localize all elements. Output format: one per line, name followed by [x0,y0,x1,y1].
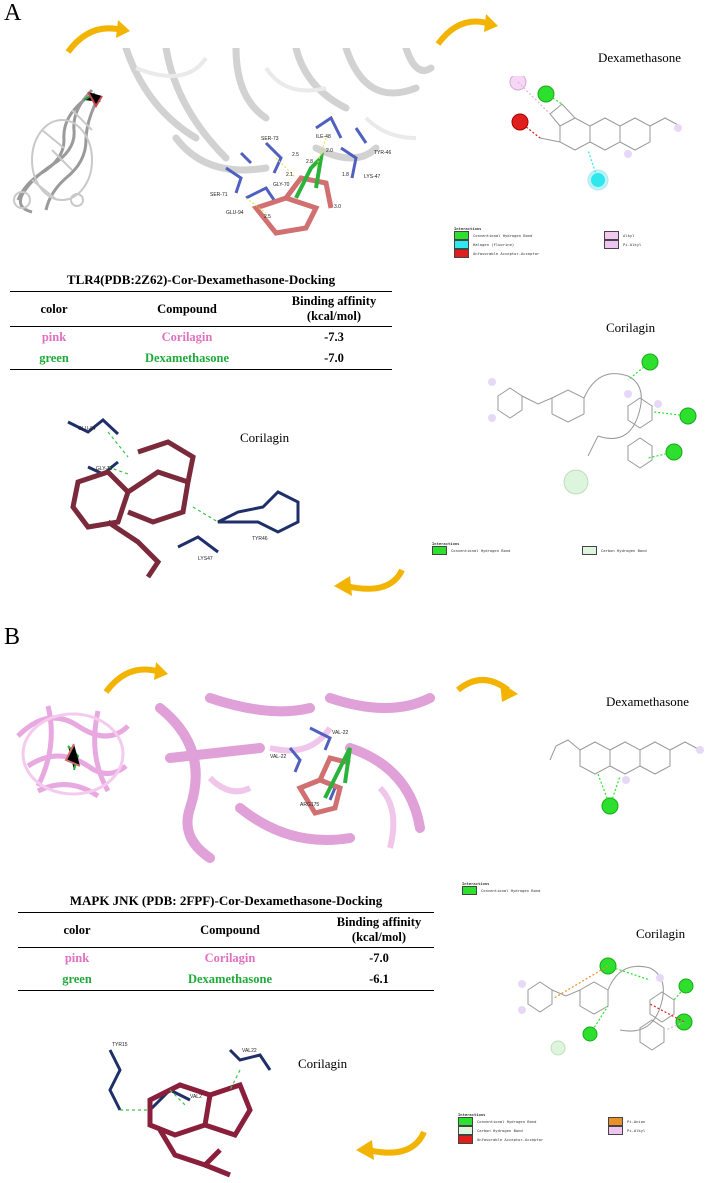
distance-label: 2.5 [292,152,299,158]
legend-head: Interactions [432,541,460,546]
corilagin-3d-structure: TYR15 VAL22 VAL2 [108,1042,272,1178]
corilagin-2d-title: Corilagin [636,926,686,941]
legend-item: Pi-Anion [608,1117,645,1126]
residue-label: VAL-22 [332,730,349,736]
dexamethasone-2d-diagram [549,739,704,815]
legend-item: Pi-Alkyl [604,240,641,249]
protein-structure-jnk [16,705,130,799]
table-header-row: color Compound Binding affinity (kcal/mo… [18,912,434,948]
table-cell: -7.3 [324,330,344,344]
residue-label: TYR46 [252,536,268,542]
legend-item: Unfavorable Acceptor-Acceptor [454,249,604,258]
dexamethasone-2d-title: Dexamethasone [606,694,690,709]
legend-item: Unfavorable Acceptor-Acceptor [458,1135,608,1144]
residue-label: ILE-48 [316,134,331,140]
corilagin-2d-title: Corilagin [606,320,656,335]
legend-item: Carbon Hydrogen Bond [458,1126,608,1135]
column-header: color [10,291,98,327]
table-cell: pink [41,330,67,344]
legend-item: Carbon Hydrogen Bond [582,546,647,555]
residue-label: GLY-70 [96,466,113,472]
table-row: pink Corilagin -7.3 [10,327,392,349]
table-cell: Corilagin [204,951,256,965]
legend-item: Halogen (Fluorine) [454,240,604,249]
panel-letter-b: B [4,624,21,650]
table-header-row: color Compound Binding affinity (kcal/mo… [10,291,392,327]
residue-label: LYS-47 [364,174,381,180]
legend-item: Conventional Hydrogen Bond [462,886,662,895]
residue-label: SER-71 [210,192,228,198]
table-cell: Dexamethasone [136,969,324,991]
interactions-legend: Interactions Conventional Hydrogen Bond … [454,226,654,258]
distance-label: 2.1 [286,172,293,178]
column-header: color [18,912,136,948]
legend-head: Interactions [458,1112,486,1117]
residue-label: ARG175 [300,802,319,808]
distance-label: 1.8 [342,172,349,178]
legend-item: Conventional Hydrogen Bond [432,546,582,555]
arrow-icon [103,662,168,694]
legend-item: Conventional Hydrogen Bond [458,1117,608,1126]
table-row: green Dexamethasone -7.0 [10,348,392,370]
residue-label: VAL-22 [270,754,287,760]
residue-label: LYS47 [198,556,213,562]
binding-site-3d-b: VAL-22 VAL-22 ARG175 [155,693,435,863]
legend-head: Interactions [454,226,482,231]
residue-label: GLU-94 [78,426,96,432]
arrow-icon [356,1130,427,1160]
arrow-icon [334,568,405,596]
column-header: Binding affinity (kcal/mol) [276,291,392,327]
legend-item: Conventional Hydrogen Bond [454,231,604,240]
interactions-legend: Interactions Conventional Hydrogen Bond [462,881,662,895]
corilagin-2d-diagram [518,957,694,1056]
column-header: Compound [98,291,276,327]
interactions-legend: Interactions Conventional Hydrogen Bond … [458,1112,688,1144]
binding-affinity-table-a: TLR4(PDB:2Z62)-Cor-Dexamethasone-Docking… [10,272,392,370]
panel-letter-a: A [4,0,22,26]
table-cell: -6.1 [324,969,434,991]
distance-label: 2.0 [326,148,333,154]
table-cell: pink [64,951,90,965]
table-cell: green [18,969,136,991]
table-row: green Dexamethasone -6.1 [18,969,434,991]
arrow-icon [435,14,498,46]
corilagin-3d-title: Corilagin [298,1056,348,1071]
table-cell: Dexamethasone [98,348,276,370]
table-cell: Corilagin [161,330,213,344]
interactions-legend: Interactions Conventional Hydrogen Bond … [432,541,682,555]
corilagin-3d-structure: GLU-94 GLY-70 TYR46 LYS47 [67,418,300,579]
residue-label: SER-73 [261,136,279,142]
corilagin-2d-diagram [488,353,697,495]
table-cell: -7.0 [369,951,389,965]
distance-label: 3.0 [334,204,341,210]
column-header: Binding affinity (kcal/mol) [324,912,434,948]
residue-label: GLU-94 [226,210,244,216]
legend-item: Alkyl [604,231,641,240]
table-row: pink Corilagin -7.0 [18,948,434,970]
table-caption: MAPK JNK (PDB: 2FPF)-Cor-Dexamethasone-D… [69,893,383,908]
protein-structure-tlr4 [13,88,103,214]
residue-label: GLY-70 [273,182,290,188]
arrow-icon [456,677,518,702]
corilagin-3d-title: Corilagin [240,430,290,445]
binding-affinity-table-b: MAPK JNK (PDB: 2FPF)-Cor-Dexamethasone-D… [18,893,434,991]
table-cell: green [10,348,98,370]
distance-label: 2.8 [306,159,313,165]
residue-label: TYR-46 [374,150,391,156]
table-cell: -7.0 [276,348,392,370]
dexamethasone-2d-diagram [509,76,682,191]
binding-site-3d-a: SER-73 ILE-48 TYR-46 SER-71 GLY-70 LYS-4… [122,48,435,236]
legend-head: Interactions [462,881,490,886]
residue-label: VAL2 [190,1094,202,1100]
residue-label: TYR15 [112,1042,128,1048]
table-caption: TLR4(PDB:2Z62)-Cor-Dexamethasone-Docking [66,272,336,287]
column-header: Compound [136,912,324,948]
arrow-icon [65,20,130,54]
distance-label: 2.5 [264,214,271,220]
dexamethasone-2d-title: Dexamethasone [598,50,682,65]
legend-item: Pi-Alkyl [608,1126,645,1135]
residue-label: VAL22 [242,1048,257,1054]
